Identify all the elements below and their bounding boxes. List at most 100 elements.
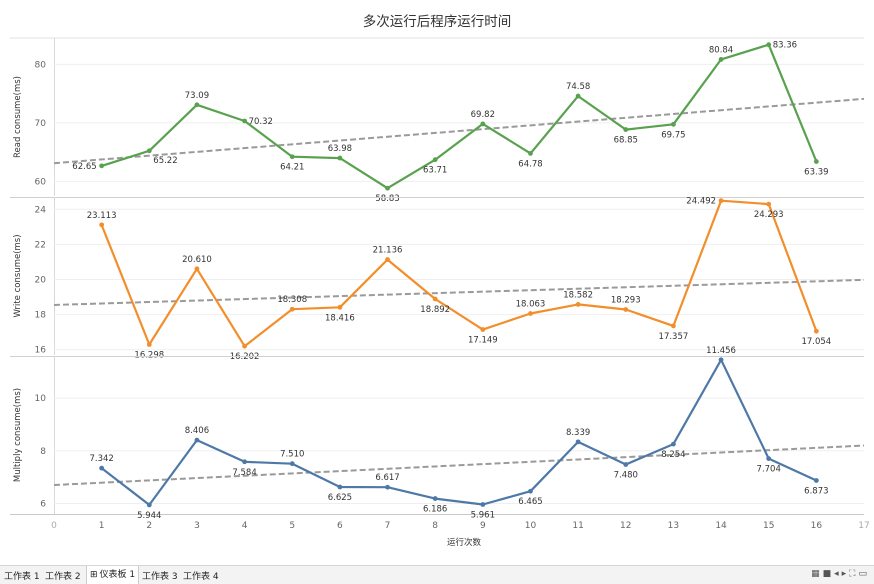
data-label-multiply: 6.617: [375, 473, 399, 483]
trend-line-multiply: [53, 444, 865, 487]
trend-line-write: [53, 278, 865, 306]
data-point-multiply: [242, 459, 247, 465]
data-label-multiply: 7.342: [89, 454, 113, 464]
data-label-read: 62.65: [72, 162, 96, 172]
x-axis-title: 运行次数: [447, 537, 482, 548]
scroll-left-icon[interactable]: ◂: [834, 569, 842, 579]
data-label-multiply: 5.944: [137, 511, 161, 521]
data-point-read: [623, 127, 629, 132]
tab-sheet-2[interactable]: 工作表 2: [45, 572, 81, 582]
tab-sheet-4[interactable]: 工作表 4: [183, 572, 219, 582]
data-point-read: [528, 150, 533, 156]
y-tick-label-read: 70: [35, 119, 47, 129]
x-tick-label: 12: [620, 521, 631, 531]
data-point-read: [575, 93, 581, 99]
x-tick-label: 5: [289, 521, 295, 531]
x-tick-label: 7: [385, 521, 391, 531]
y-tick-label-write: 20: [35, 276, 47, 286]
data-point-write: [385, 257, 390, 262]
y-tick-label-multiply: 6: [40, 499, 46, 509]
x-tick-label: 13: [668, 521, 679, 531]
data-point-write: [718, 198, 724, 204]
fullscreen-icon[interactable]: ⛶: [849, 569, 859, 579]
data-point-write: [528, 311, 533, 316]
data-label-write: 18.308: [277, 295, 307, 305]
trend-line-read: [53, 97, 865, 165]
data-label-write: 18.892: [420, 305, 450, 315]
data-point-read: [480, 121, 486, 127]
sheet-sorter-icon[interactable]: ▦: [811, 569, 823, 579]
data-point-read: [337, 155, 343, 161]
data-point-multiply: [194, 437, 200, 443]
data-point-multiply: [337, 484, 343, 490]
data-label-write: 24.492: [686, 197, 716, 207]
data-label-multiply: 7.510: [280, 450, 304, 460]
tab-sheet-3[interactable]: 工作表 3: [142, 572, 178, 582]
data-label-write: 17.357: [659, 332, 689, 342]
x-tick-label: 4: [242, 521, 248, 531]
data-label-write: 18.063: [516, 300, 546, 310]
data-point-multiply: [528, 488, 533, 494]
y-tick-label-write: 24: [35, 205, 47, 215]
x-tick-label: 6: [337, 521, 343, 531]
x-tick-label: 3: [194, 521, 200, 531]
x-tick-label: 2: [146, 521, 152, 531]
data-point-write: [146, 342, 152, 347]
scroll-right-icon[interactable]: ▸: [841, 569, 850, 579]
data-point-multiply: [766, 456, 772, 461]
data-label-multiply: 6.873: [804, 486, 828, 496]
y-axis-title-read: Read consume(ms): [13, 76, 23, 158]
data-label-write: 23.113: [87, 211, 117, 221]
series-line-read: [101, 43, 818, 190]
data-point-write: [289, 306, 295, 312]
y-tick-label-write: 16: [35, 346, 47, 356]
data-label-read: 63.39: [804, 168, 828, 178]
data-point-read: [289, 154, 295, 160]
data-label-read: 68.85: [614, 136, 638, 146]
data-label-multiply: 7.584: [232, 468, 256, 478]
data-label-read: 64.21: [280, 163, 304, 173]
x-tick-label: 14: [715, 521, 727, 531]
data-point-read: [194, 102, 200, 108]
view-controls: ▦■◂▸⛶▭: [811, 569, 870, 579]
tab-dashboard-1[interactable]: ⊞ 仪表板 1: [86, 566, 140, 584]
dashboard-grid-icon: ⊞: [90, 570, 98, 580]
x-tick-label: 9: [480, 521, 486, 531]
y-tick-label-write: 22: [35, 240, 46, 250]
y-tick-label-write: 18: [35, 311, 47, 321]
y-axis-title-write: Write consume(ms): [13, 234, 23, 317]
data-point-read: [671, 121, 676, 127]
tab-sheet-1[interactable]: 工作表 1: [4, 572, 40, 582]
data-point-read: [766, 42, 772, 48]
data-label-multiply: 6.625: [328, 493, 352, 503]
data-label-read: 70.32: [249, 117, 273, 127]
data-label-write: 17.054: [801, 337, 831, 347]
data-point-multiply: [146, 502, 152, 508]
data-label-multiply: 6.186: [423, 505, 447, 515]
data-label-write: 24.293: [754, 210, 784, 220]
y-axis-title-multiply: Multiply consume(ms): [13, 388, 23, 482]
x-tick-label: 16: [811, 521, 823, 531]
data-point-write: [575, 302, 581, 307]
data-point-read: [813, 159, 819, 164]
grid-view-icon[interactable]: ■: [822, 569, 835, 579]
chart-title: 多次运行后程序运行时间: [362, 14, 512, 30]
data-label-read: 69.75: [661, 130, 685, 140]
data-point-write: [766, 201, 772, 207]
data-label-write: 17.149: [468, 336, 498, 346]
data-label-multiply: 8.406: [185, 426, 209, 436]
data-point-write: [337, 304, 343, 310]
data-point-read: [146, 148, 152, 154]
data-label-write: 18.416: [325, 313, 355, 323]
x-tick-label: 17: [858, 521, 869, 531]
data-label-read: 58.83: [375, 194, 399, 204]
data-label-read: 65.22: [153, 156, 177, 166]
data-point-multiply: [432, 496, 438, 501]
x-tick-label: 15: [763, 521, 774, 531]
x-tick-label: 1: [99, 521, 105, 531]
presentation-icon[interactable]: ▭: [858, 569, 870, 579]
x-tick-label: 8: [432, 521, 438, 531]
data-label-multiply: 7.480: [614, 470, 638, 480]
data-point-write: [813, 328, 819, 334]
